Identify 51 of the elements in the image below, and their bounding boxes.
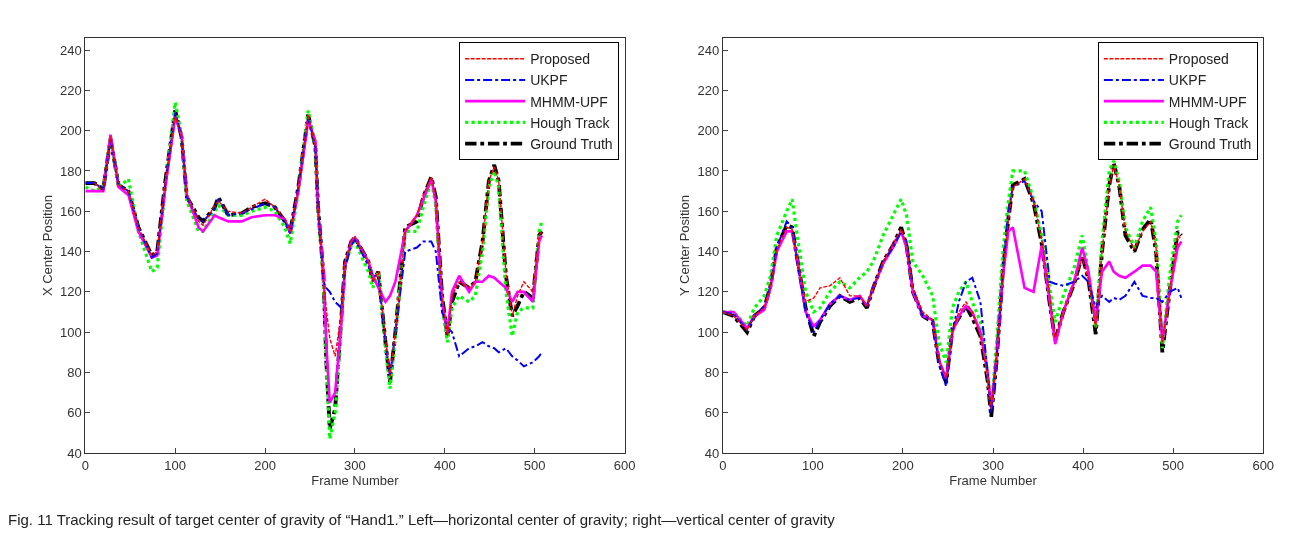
y-tick-label: 160: [697, 203, 720, 219]
x-tick-label: 0: [719, 457, 727, 473]
y-tick-label: 240: [697, 42, 720, 58]
x-axis-title: Frame Number: [311, 472, 400, 488]
x-tick-label: 600: [1252, 457, 1275, 473]
y-tick-label: 160: [60, 203, 82, 219]
x-axis-title: Frame Number: [949, 472, 1038, 488]
y-tick-label: 180: [697, 163, 720, 179]
y-tick-label: 120: [60, 284, 82, 300]
y-tick-label: 40: [704, 445, 720, 461]
legend-label: Hough Track: [530, 114, 611, 131]
legend-label: Proposed: [530, 51, 591, 68]
x-tick-label: 500: [523, 457, 546, 473]
legend-label: UKPF: [530, 72, 568, 89]
x-tick-label: 200: [254, 457, 276, 473]
x-tick-label: 500: [1162, 457, 1185, 473]
legend-label: Proposed: [1168, 51, 1229, 68]
y-tick-label: 40: [67, 445, 82, 461]
y-tick-label: 200: [60, 123, 82, 139]
y-tick-label: 140: [60, 244, 82, 260]
y-tick-label: 140: [697, 244, 720, 260]
x-tick-label: 400: [433, 457, 456, 473]
y-tick-label: 200: [697, 123, 720, 139]
y-tick-label: 80: [67, 364, 82, 380]
y-tick-label: 220: [697, 82, 720, 98]
legend-label: MHMM-UPF: [1168, 93, 1247, 110]
y-axis-title: Y Center Position: [677, 195, 693, 296]
y-tick-label: 60: [704, 405, 720, 421]
y-tick-label: 240: [60, 42, 82, 58]
x-tick-label: 600: [613, 457, 636, 473]
x-tick-label: 300: [344, 457, 366, 473]
legend-label: UKPF: [1168, 72, 1207, 89]
x-tick-label: 300: [982, 457, 1004, 473]
x-tick-label: 100: [802, 457, 824, 473]
y-tick-label: 80: [704, 364, 720, 380]
x-tick-label: 200: [892, 457, 914, 473]
legend-label: MHMM-UPF: [530, 93, 608, 110]
legend-label: Ground Truth: [1168, 136, 1252, 153]
legend-label: Ground Truth: [530, 136, 613, 153]
legend-label: Hough Track: [1168, 114, 1250, 131]
y-axis-title: X Center Position: [39, 194, 55, 297]
y-tick-label: 220: [60, 82, 82, 98]
y-tick-label: 100: [697, 324, 720, 340]
x-tick-label: 400: [1072, 457, 1094, 473]
y-tick-label: 180: [60, 163, 82, 179]
caption: Fig. 11 Tracking result of target center of gravity of “Hand1.” Left—horizontal center of gravity; right—vertical center of gravity: [8, 511, 836, 528]
y-tick-label: 120: [697, 284, 720, 300]
y-tick-label: 100: [60, 324, 82, 340]
y-tick-label: 60: [67, 405, 82, 421]
x-tick-label: 0: [81, 457, 89, 473]
x-tick-label: 100: [164, 457, 187, 473]
